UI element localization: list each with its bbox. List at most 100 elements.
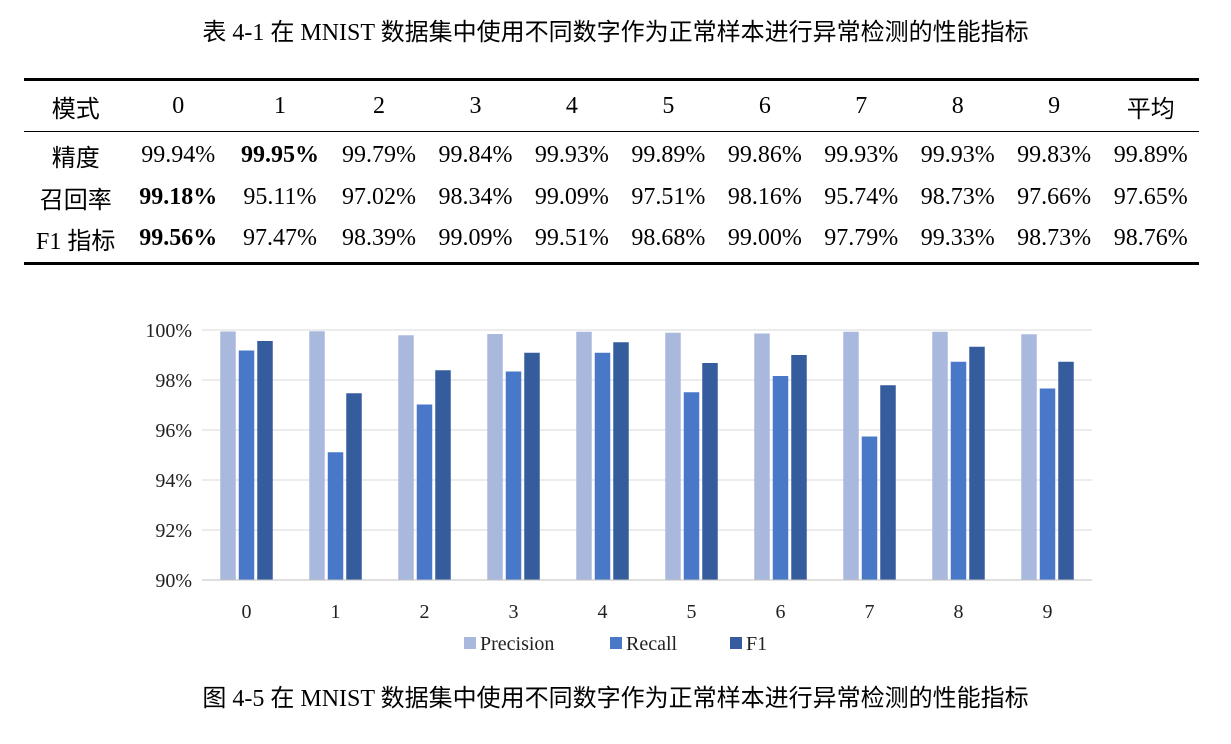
bar-recall (238, 350, 255, 580)
table-header-row: 模式 0 1 2 3 4 5 6 7 8 9 平均 (24, 78, 1199, 132)
table-cell: 97.47% (229, 219, 331, 265)
x-tick-label: 1 (331, 601, 341, 623)
table-cell: 98.39% (330, 219, 428, 265)
x-tick-label: 7 (865, 601, 875, 623)
legend-swatch (730, 637, 742, 649)
table-cell: 99.86% (727, 142, 802, 169)
bar-precision (754, 333, 770, 580)
y-tick-label: 94% (155, 470, 192, 492)
bar-recall (594, 352, 611, 580)
table-cell: 97.51% (631, 184, 706, 210)
table-cell: 97.79% (813, 219, 910, 265)
x-tick-label: 9 (1043, 601, 1053, 623)
table-cell: 99.84% (438, 142, 513, 169)
table-cell: 99.33% (909, 219, 1006, 265)
row-label: 召回率 (39, 188, 112, 214)
table-row: F1 指标 99.56% 97.47% 98.39% 99.09% 99.51% 98.68… (24, 219, 1199, 265)
table-cell: 99.95% (240, 142, 319, 169)
table-cell: 99.00% (716, 219, 814, 265)
bar-f1 (1058, 361, 1074, 580)
row-label: F1 指标 (24, 219, 128, 265)
bar-precision (309, 331, 325, 580)
x-tick-label: 2 (420, 601, 430, 623)
table-cell: 95.11% (243, 184, 317, 210)
bar-recall (505, 371, 522, 580)
table-cell: 99.93% (534, 142, 609, 169)
bar-f1 (524, 352, 540, 580)
bar-f1 (435, 370, 451, 580)
table-cell: 99.51% (523, 219, 621, 265)
bar-f1 (969, 346, 985, 580)
table-cell: 95.74% (824, 184, 899, 210)
bar-precision (487, 334, 503, 580)
table-cell: 99.93% (920, 142, 995, 169)
legend-swatch (464, 637, 476, 649)
bar-recall (416, 404, 433, 580)
bar-recall (683, 392, 700, 580)
bar-recall (327, 452, 344, 580)
table-body: 精度 99.94% 99.95% 99.79% 99.84% 99.93% 99.89% 99… (24, 132, 1199, 265)
table-cell: 97.65% (1113, 184, 1188, 210)
table-cell: 98.34% (438, 184, 513, 210)
table-cell: 99.93% (824, 142, 899, 169)
bar-f1 (613, 342, 629, 580)
legend-label: F1 (746, 633, 767, 655)
table-cell: 99.09% (427, 219, 524, 265)
header-digit: 2 (330, 78, 428, 132)
table-cell: 98.73% (1005, 219, 1103, 265)
bar-chart: 90% 92% 94% 96% 98% 100% 0 1 2 3 4 5 6 7 8 9 Precision Re… (145, 320, 1092, 655)
bar-precision (665, 332, 681, 580)
row-label: 精度 (51, 146, 100, 173)
table-cell: 98.16% (727, 184, 802, 210)
table-row: 召回率 99.18% 95.11% 97.02% 98.34% 99.09% 97.51% 9… (24, 176, 1199, 220)
bar-precision (220, 331, 236, 580)
table-cell: 99.79% (342, 142, 416, 169)
table-cell: 98.76% (1102, 219, 1199, 265)
legend-label: Precision (480, 633, 554, 655)
table-caption: 表 4-1 在 MNIST 数据集中使用不同数字作为正常样本进行异常检测的性能指… (202, 20, 1029, 46)
bar-recall (861, 436, 878, 580)
bar-f1 (791, 355, 807, 580)
table-cell: 98.73% (920, 184, 995, 210)
table-cell: 97.66% (1017, 184, 1092, 210)
header-digit: 7 (813, 78, 910, 132)
bar-precision (843, 331, 859, 580)
table-cell: 99.89% (1113, 142, 1188, 169)
header-digit: 3 (427, 78, 524, 132)
x-tick-label: 8 (954, 601, 964, 623)
bar-precision (576, 331, 592, 580)
table-cell: 99.09% (534, 184, 609, 210)
table-cell: 99.18% (139, 184, 218, 210)
bar-recall (1039, 388, 1056, 580)
legend-swatch (610, 637, 622, 649)
header-mode: 模式 (24, 78, 128, 132)
header-digit: 4 (523, 78, 621, 132)
y-tick-label: 92% (155, 520, 192, 542)
bar-f1 (346, 393, 362, 580)
y-tick-label: 90% (155, 570, 192, 592)
x-tick-label: 4 (598, 601, 608, 623)
table-cell: 98.68% (620, 219, 717, 265)
y-tick-label: 100% (145, 320, 192, 342)
y-tick-label: 98% (155, 370, 192, 392)
x-tick-label: 0 (242, 601, 252, 623)
x-tick-label: 6 (776, 601, 786, 623)
header-digit: 0 (127, 78, 230, 132)
legend-label: Recall (626, 633, 678, 655)
bar-f1 (257, 341, 273, 580)
header-digit: 1 (229, 78, 331, 132)
table-cell: 99.94% (141, 142, 216, 169)
table-cell: 99.89% (631, 142, 706, 169)
bar-f1 (702, 363, 718, 580)
header-average: 平均 (1102, 78, 1199, 132)
bar-recall (772, 376, 789, 580)
table-cell: 99.56% (127, 219, 230, 265)
header-digit: 8 (909, 78, 1006, 132)
header-digit: 9 (1005, 78, 1103, 132)
header-digit: 6 (716, 78, 814, 132)
bar-f1 (880, 385, 896, 580)
figure-caption: 图 4-5 在 MNIST 数据集中使用不同数字作为正常样本进行异常检测的性能指… (202, 686, 1029, 712)
bar-precision (398, 335, 414, 580)
bar-precision (1021, 334, 1037, 580)
y-tick-label: 96% (155, 420, 192, 442)
